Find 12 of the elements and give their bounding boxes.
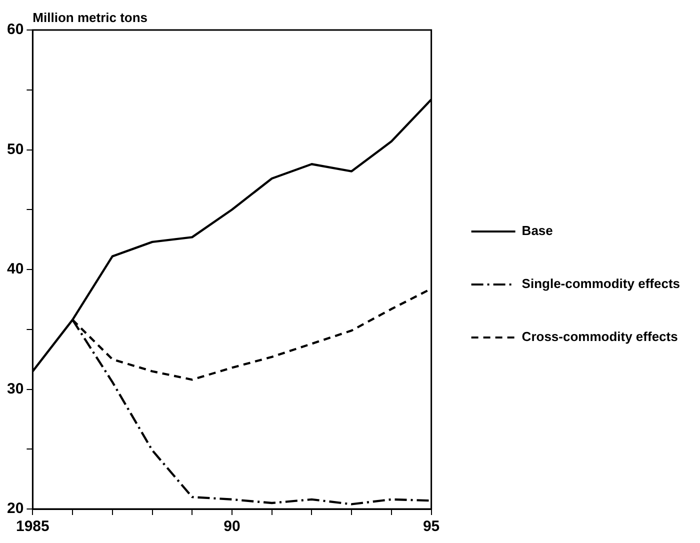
y-tick-label: 60 <box>6 21 24 38</box>
legend-label: Single-commodity effects <box>522 276 680 292</box>
y-tick-label: 50 <box>6 140 24 158</box>
legend-label: Base <box>522 223 553 238</box>
y-tick-label: 40 <box>6 260 24 278</box>
x-tick-label: 1985 <box>16 518 50 536</box>
y-axis-title: Million metric tons <box>32 10 148 26</box>
x-tick-label: 95 <box>422 518 440 536</box>
y-tick-label: 30 <box>6 380 24 398</box>
y-tick-label: 20 <box>6 500 24 518</box>
legend-label: Cross-commodity effects <box>522 329 678 344</box>
x-tick-label: 90 <box>224 518 240 536</box>
